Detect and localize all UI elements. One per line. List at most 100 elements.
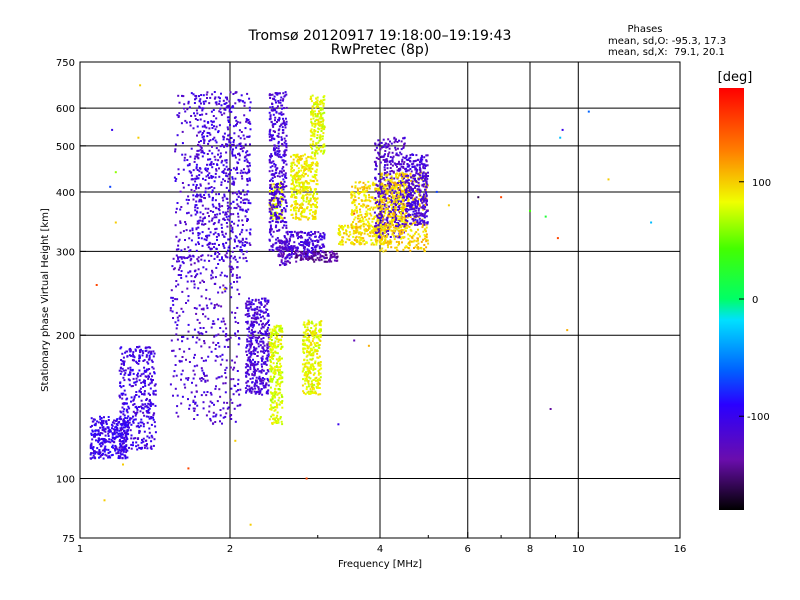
data-point [187, 195, 190, 198]
data-point [271, 248, 274, 251]
data-point [314, 157, 317, 160]
data-point [386, 229, 388, 231]
data-point [130, 417, 133, 420]
data-point [273, 162, 276, 165]
data-point [225, 222, 228, 224]
data-point [100, 442, 103, 445]
data-point [281, 107, 283, 110]
data-point [230, 296, 233, 299]
data-point [226, 218, 229, 221]
data-point [231, 105, 234, 108]
data-point [230, 202, 233, 205]
data-point [213, 136, 216, 139]
data-point [268, 139, 271, 142]
data-point [333, 253, 336, 255]
data-point [247, 312, 250, 315]
data-point [314, 235, 317, 238]
data-point [262, 342, 265, 345]
data-point [222, 164, 225, 167]
data-point [268, 111, 271, 114]
data-point [207, 193, 210, 196]
data-point [320, 320, 323, 323]
data-point [229, 207, 232, 210]
data-point [257, 390, 260, 393]
data-point [180, 257, 183, 260]
data-point [245, 350, 248, 353]
data-point [247, 168, 250, 171]
data-point [306, 165, 309, 168]
data-point [276, 411, 279, 414]
data-point [116, 448, 119, 451]
data-point [218, 259, 221, 262]
data-point [358, 192, 361, 194]
data-point [270, 161, 273, 164]
data-point [250, 303, 253, 306]
data-point [193, 280, 195, 283]
data-point [373, 211, 376, 214]
data-point [121, 393, 124, 396]
data-point [260, 332, 262, 335]
data-point [243, 104, 246, 107]
data-point [210, 110, 213, 113]
data-point [320, 238, 323, 241]
data-point [214, 253, 217, 256]
data-point [295, 213, 298, 216]
data-point [306, 366, 309, 369]
data-point [294, 246, 297, 249]
data-point [279, 112, 282, 115]
data-point [268, 332, 271, 335]
data-point [297, 210, 300, 213]
data-point [122, 376, 125, 379]
data-point [323, 256, 326, 259]
data-point [186, 378, 189, 381]
data-point [302, 172, 305, 174]
data-point [246, 165, 249, 168]
data-point [266, 357, 269, 360]
data-point [186, 202, 189, 205]
data-point [292, 245, 295, 248]
data-point [226, 275, 228, 278]
data-point [152, 390, 155, 393]
data-point [300, 157, 303, 160]
data-point [271, 329, 274, 332]
data-point [244, 387, 247, 390]
data-point [310, 162, 313, 164]
data-point [113, 436, 116, 439]
data-point [201, 133, 204, 136]
data-point [281, 186, 284, 189]
data-point [130, 434, 133, 437]
data-point [256, 363, 259, 365]
data-point [308, 376, 311, 379]
data-point [221, 291, 224, 294]
data-point [288, 242, 290, 245]
data-point [98, 437, 100, 440]
data-point [206, 234, 209, 237]
data-point [341, 243, 344, 246]
data-point [398, 206, 401, 209]
data-point [296, 203, 299, 205]
data-point [115, 425, 118, 428]
data-point [200, 394, 203, 397]
data-point [228, 265, 231, 268]
data-point [257, 298, 260, 301]
data-point [152, 367, 155, 370]
data-point [170, 296, 173, 299]
data-point [231, 220, 233, 223]
data-point [187, 256, 190, 259]
data-point [227, 346, 230, 348]
data-point [97, 439, 100, 442]
data-point [117, 432, 120, 435]
data-point [312, 195, 314, 198]
data-point [209, 417, 212, 420]
data-point [303, 363, 306, 366]
data-point [273, 373, 276, 375]
data-point [225, 215, 228, 218]
data-point [205, 297, 208, 300]
data-point [214, 415, 217, 418]
data-point [277, 204, 280, 207]
data-point [142, 440, 145, 443]
data-point [124, 433, 127, 436]
data-point [251, 364, 254, 367]
data-point [283, 207, 286, 210]
data-point [126, 449, 129, 452]
